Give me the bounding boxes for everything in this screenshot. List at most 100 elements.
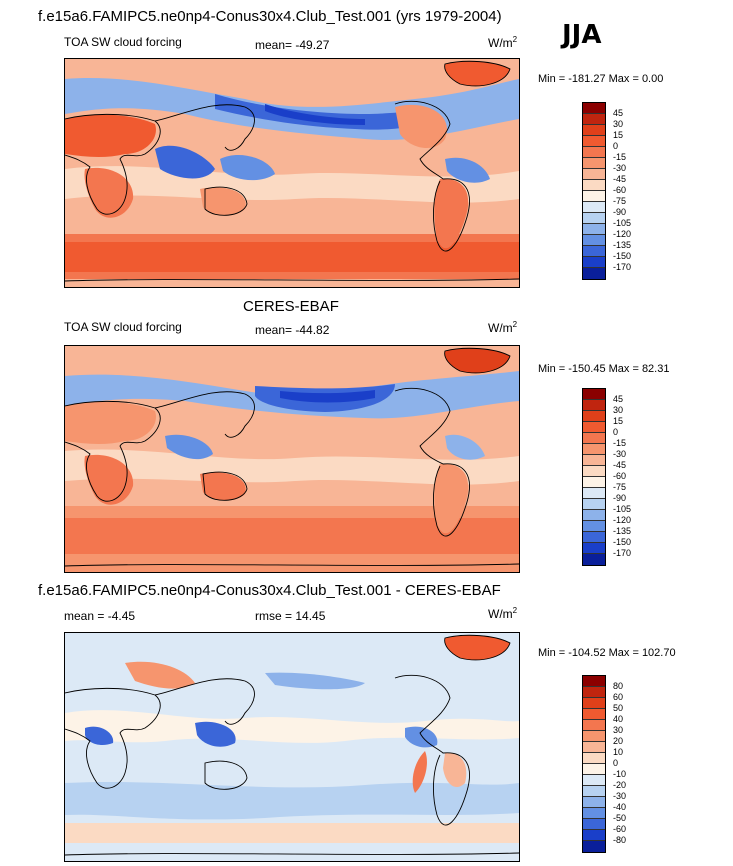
cbar-swatch [583, 125, 605, 136]
cbar-label: -15 [613, 152, 627, 162]
cbar-swatch [583, 477, 605, 488]
panel1-units: W/m2 [488, 35, 518, 50]
cbar-swatch [583, 400, 605, 411]
cbar-swatch [583, 510, 605, 521]
cbar-label: -60 [613, 185, 627, 195]
panel1-variable: TOA SW cloud forcing [64, 35, 182, 49]
cbar-label: 15 [613, 130, 624, 140]
panel3-map-svg [65, 633, 519, 861]
cbar-label: 20 [613, 736, 624, 746]
cbar-swatch [583, 268, 605, 279]
cbar-label: -60 [613, 471, 627, 481]
cbar-swatch [583, 411, 605, 422]
cbar-swatch [583, 202, 605, 213]
panel2-map-svg [65, 346, 519, 572]
cbar-label: 40 [613, 714, 624, 724]
panel1-map [64, 58, 520, 288]
cbar-label: 30 [613, 119, 624, 129]
cbar-label: 10 [613, 747, 624, 757]
cbar-swatch [583, 830, 605, 841]
cbar-swatch [583, 433, 605, 444]
panel2-variable: TOA SW cloud forcing [64, 320, 182, 334]
cbar-swatch [583, 191, 605, 202]
cbar-swatch [583, 389, 605, 400]
panel3-minmax: Min = -104.52 Max = 102.70 [538, 647, 676, 659]
cbar-swatch [583, 147, 605, 158]
cbar-label: -10 [613, 769, 627, 779]
cbar-swatch [583, 543, 605, 554]
cbar-label: -30 [613, 163, 627, 173]
cbar-swatch [583, 169, 605, 180]
panel2-units: W/m2 [488, 320, 518, 335]
cbar-label: -75 [613, 196, 627, 206]
cbar-label: -15 [613, 438, 627, 448]
panel3-heading: f.e15a6.FAMIPC5.ne0np4-Conus30x4.Club_Te… [38, 582, 501, 599]
cbar-swatch [583, 687, 605, 698]
cbar-swatch [583, 786, 605, 797]
cbar-label: 50 [613, 703, 624, 713]
cbar-swatch [583, 731, 605, 742]
cbar-label: -135 [613, 240, 632, 250]
cbar-label: -75 [613, 482, 627, 492]
cbar-label: -30 [613, 791, 627, 801]
cbar-swatch [583, 158, 605, 169]
cbar-label: -60 [613, 824, 627, 834]
panel1-mean: mean= -49.27 [255, 38, 330, 52]
cbar-label: 30 [613, 405, 624, 415]
cbar-label: -170 [613, 548, 632, 558]
cbar-swatch [583, 213, 605, 224]
cbar-swatch [583, 521, 605, 532]
cbar-label: -30 [613, 449, 627, 459]
cbar-label: 80 [613, 681, 624, 691]
cbar-label: -150 [613, 537, 632, 547]
cbar-label: -120 [613, 515, 632, 525]
cbar-label: 30 [613, 725, 624, 735]
cbar-label: -150 [613, 251, 632, 261]
panel1-colorbar [582, 102, 606, 280]
cbar-swatch [583, 676, 605, 687]
panel2-mean: mean= -44.82 [255, 323, 330, 337]
cbar-label: 15 [613, 416, 624, 426]
cbar-swatch [583, 841, 605, 852]
cbar-swatch [583, 499, 605, 510]
cbar-swatch [583, 224, 605, 235]
cbar-label: -170 [613, 262, 632, 272]
cbar-label: -135 [613, 526, 632, 536]
cbar-label: 0 [613, 427, 619, 437]
cbar-swatch [583, 775, 605, 786]
cbar-swatch [583, 808, 605, 819]
cbar-swatch [583, 698, 605, 709]
cbar-swatch [583, 532, 605, 543]
cbar-swatch [583, 136, 605, 147]
cbar-label: 45 [613, 394, 624, 404]
cbar-swatch [583, 466, 605, 477]
cbar-swatch [583, 488, 605, 499]
cbar-swatch [583, 257, 605, 268]
cbar-swatch [583, 709, 605, 720]
cbar-label: -105 [613, 504, 632, 514]
cbar-label: -45 [613, 460, 627, 470]
cbar-label: -50 [613, 813, 627, 823]
panel3-mean: mean = -4.45 [64, 609, 136, 623]
cbar-label: 60 [613, 692, 624, 702]
cbar-label: -90 [613, 493, 627, 503]
cbar-swatch [583, 455, 605, 466]
cbar-swatch [583, 180, 605, 191]
cbar-swatch [583, 422, 605, 433]
cbar-label: 0 [613, 758, 619, 768]
panel1-minmax: Min = -181.27 Max = 0.00 [538, 73, 664, 85]
cbar-swatch [583, 246, 605, 257]
cbar-label: -120 [613, 229, 632, 239]
panel1-map-svg [65, 59, 519, 287]
cbar-label: 0 [613, 141, 619, 151]
cbar-swatch [583, 114, 605, 125]
cbar-swatch [583, 720, 605, 731]
cbar-label: -90 [613, 207, 627, 217]
cbar-swatch [583, 819, 605, 830]
figure-title: f.e15a6.FAMIPC5.ne0np4-Conus30x4.Club_Te… [38, 8, 502, 25]
panel3-units: W/m2 [488, 606, 518, 621]
panel2-minmax: Min = -150.45 Max = 82.31 [538, 363, 670, 375]
cbar-label: -45 [613, 174, 627, 184]
cbar-swatch [583, 444, 605, 455]
panel2-heading: CERES-EBAF [243, 298, 339, 315]
